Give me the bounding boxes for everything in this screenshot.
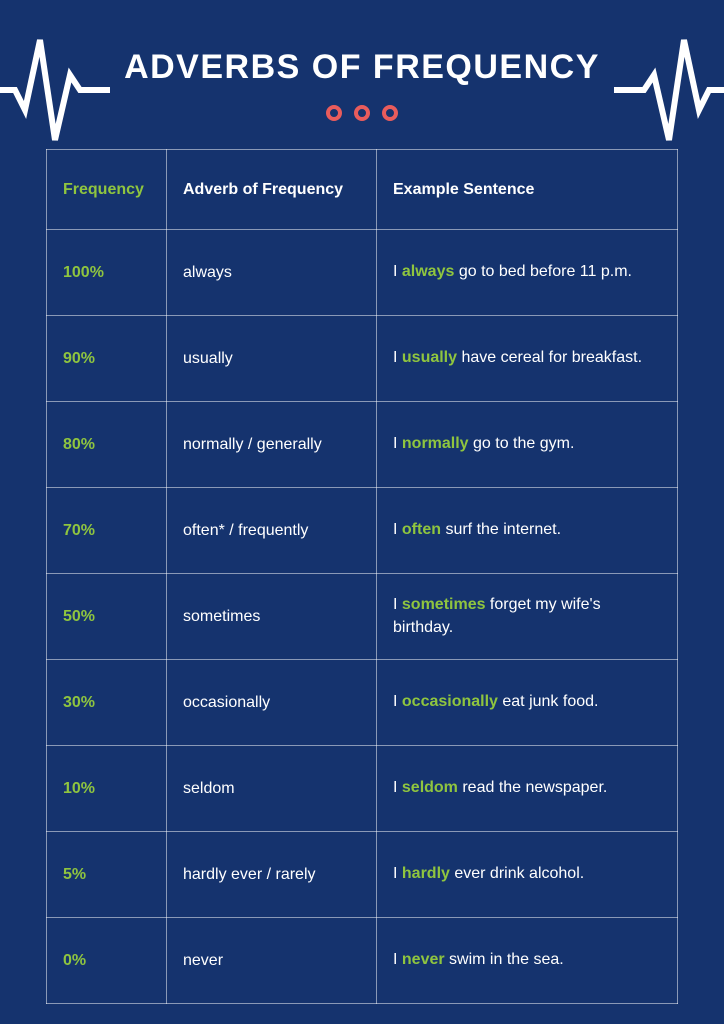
example-post: go to the gym. (469, 435, 575, 452)
cell-frequency: 5% (47, 832, 167, 918)
cell-example: I always go to bed before 11 p.m. (377, 230, 678, 316)
example-highlight: hardly (402, 865, 450, 882)
header-example: Example Sentence (377, 150, 678, 230)
example-post: read the newspaper. (458, 779, 607, 796)
table-row: 10%seldomI seldom read the newspaper. (47, 746, 678, 832)
header: ADVERBS OF FREQUENCY (0, 0, 724, 121)
circle-icon (354, 105, 370, 121)
example-post: go to bed before 11 p.m. (454, 263, 632, 280)
frequency-table: Frequency Adverb of Frequency Example Se… (46, 149, 678, 1004)
circle-icon (326, 105, 342, 121)
cell-frequency: 30% (47, 660, 167, 746)
table-row: 30%occasionallyI occasionally eat junk f… (47, 660, 678, 746)
cell-frequency: 10% (47, 746, 167, 832)
cell-example: I usually have cereal for breakfast. (377, 316, 678, 402)
table-row: 90%usuallyI usually have cereal for brea… (47, 316, 678, 402)
example-pre: I (393, 693, 402, 710)
example-highlight: always (402, 263, 454, 280)
example-pre: I (393, 263, 402, 280)
page-title: ADVERBS OF FREQUENCY (0, 48, 724, 87)
cell-adverb: often* / frequently (167, 488, 377, 574)
cell-adverb: sometimes (167, 574, 377, 660)
cell-adverb: never (167, 918, 377, 1004)
example-post: surf the internet. (441, 521, 561, 538)
example-highlight: sometimes (402, 596, 486, 613)
table-row: 70%often* / frequentlyI often surf the i… (47, 488, 678, 574)
cell-example: I sometimes forget my wife's birthday. (377, 574, 678, 660)
example-post: swim in the sea. (445, 951, 564, 968)
table-header-row: Frequency Adverb of Frequency Example Se… (47, 150, 678, 230)
cell-example: I never swim in the sea. (377, 918, 678, 1004)
cell-example: I often surf the internet. (377, 488, 678, 574)
cell-frequency: 100% (47, 230, 167, 316)
cell-frequency: 50% (47, 574, 167, 660)
example-highlight: occasionally (402, 693, 498, 710)
example-pre: I (393, 435, 402, 452)
example-highlight: usually (402, 349, 457, 366)
cell-adverb: seldom (167, 746, 377, 832)
cell-adverb: occasionally (167, 660, 377, 746)
decorative-circles (0, 105, 724, 121)
header-adverb: Adverb of Frequency (167, 150, 377, 230)
cell-frequency: 90% (47, 316, 167, 402)
table-row: 50%sometimesI sometimes forget my wife's… (47, 574, 678, 660)
cell-frequency: 70% (47, 488, 167, 574)
table-row: 5%hardly ever / rarelyI hardly ever drin… (47, 832, 678, 918)
header-frequency: Frequency (47, 150, 167, 230)
cell-adverb: always (167, 230, 377, 316)
example-pre: I (393, 951, 402, 968)
cell-adverb: usually (167, 316, 377, 402)
example-highlight: seldom (402, 779, 458, 796)
example-highlight: often (402, 521, 441, 538)
example-post: have cereal for breakfast. (457, 349, 642, 366)
example-pre: I (393, 596, 402, 613)
example-pre: I (393, 779, 402, 796)
example-pre: I (393, 349, 402, 366)
example-pre: I (393, 521, 402, 538)
cell-frequency: 80% (47, 402, 167, 488)
circle-icon (382, 105, 398, 121)
cell-example: I occasionally eat junk food. (377, 660, 678, 746)
example-post: eat junk food. (498, 693, 599, 710)
cell-example: I normally go to the gym. (377, 402, 678, 488)
cell-example: I hardly ever drink alcohol. (377, 832, 678, 918)
table-row: 80%normally / generallyI normally go to … (47, 402, 678, 488)
cell-adverb: hardly ever / rarely (167, 832, 377, 918)
cell-adverb: normally / generally (167, 402, 377, 488)
cell-frequency: 0% (47, 918, 167, 1004)
cell-example: I seldom read the newspaper. (377, 746, 678, 832)
example-post: ever drink alcohol. (450, 865, 584, 882)
example-highlight: normally (402, 435, 469, 452)
table-row: 0%neverI never swim in the sea. (47, 918, 678, 1004)
example-highlight: never (402, 951, 445, 968)
example-pre: I (393, 865, 402, 882)
table-row: 100%alwaysI always go to bed before 11 p… (47, 230, 678, 316)
